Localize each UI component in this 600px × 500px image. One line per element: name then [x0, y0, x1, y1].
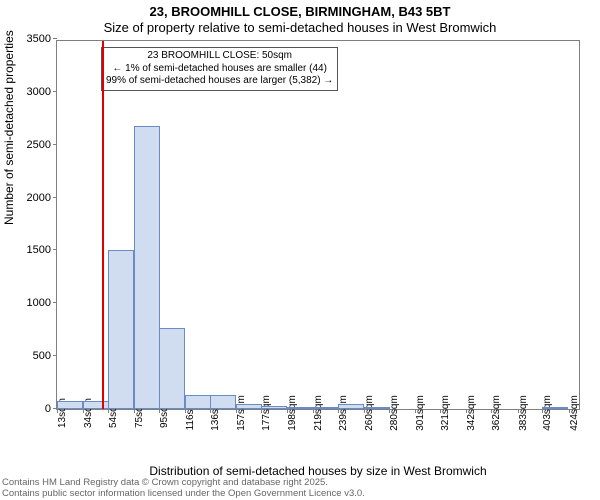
x-tick-mark — [466, 409, 467, 413]
histogram-bar — [313, 407, 339, 409]
property-marker-line — [102, 41, 104, 409]
y-tick-label: 1000 — [27, 297, 51, 309]
x-tick-label: 301sqm — [415, 395, 426, 431]
x-tick-mark — [542, 409, 543, 413]
y-tick-label: 3000 — [27, 86, 51, 98]
x-tick-label: 157sqm — [236, 395, 247, 431]
x-tick-mark — [185, 409, 186, 413]
y-tick-mark — [53, 355, 57, 356]
x-tick-label: 239sqm — [338, 395, 349, 431]
y-tick-mark — [53, 249, 57, 250]
x-tick-mark — [108, 409, 109, 413]
chart-title-sub: Size of property relative to semi-detach… — [0, 20, 600, 35]
y-axis-label: Number of semi-detached properties — [2, 30, 16, 225]
x-tick-mark — [338, 409, 339, 413]
x-tick-label: 403sqm — [542, 395, 553, 431]
y-tick-mark — [53, 144, 57, 145]
y-tick-label: 2000 — [27, 192, 51, 204]
y-tick-label: 500 — [33, 350, 51, 362]
histogram-bar — [236, 404, 262, 409]
y-tick-mark — [53, 302, 57, 303]
x-tick-label: 321sqm — [440, 395, 451, 431]
histogram-bar — [261, 406, 287, 409]
x-tick-mark — [313, 409, 314, 413]
x-tick-mark — [389, 409, 390, 413]
chart-container: 23, BROOMHILL CLOSE, BIRMINGHAM, B43 5BT… — [0, 0, 600, 500]
x-axis-label: Distribution of semi-detached houses by … — [56, 464, 580, 478]
x-tick-mark — [364, 409, 365, 413]
x-tick-mark — [491, 409, 492, 413]
histogram-bar — [364, 407, 390, 409]
x-tick-mark — [518, 409, 519, 413]
x-tick-mark — [57, 409, 58, 413]
annotation-line2: ← 1% of semi-detached houses are smaller… — [106, 63, 333, 76]
x-tick-mark — [415, 409, 416, 413]
annotation-line1: 23 BROOMHILL CLOSE: 50sqm — [106, 50, 333, 63]
x-tick-label: 219sqm — [313, 395, 324, 431]
x-tick-label: 280sqm — [389, 395, 400, 431]
histogram-bar — [83, 401, 109, 409]
footer-attribution: Contains HM Land Registry data © Crown c… — [2, 478, 365, 500]
x-tick-mark — [261, 409, 262, 413]
y-tick-mark — [53, 38, 57, 39]
chart-title-main: 23, BROOMHILL CLOSE, BIRMINGHAM, B43 5BT — [0, 4, 600, 19]
histogram-bar — [108, 250, 134, 409]
x-tick-mark — [287, 409, 288, 413]
y-tick-label: 0 — [45, 403, 51, 415]
annotation-box: 23 BROOMHILL CLOSE: 50sqm ← 1% of semi-d… — [101, 47, 338, 91]
histogram-bar — [338, 404, 364, 409]
x-tick-mark — [569, 409, 570, 413]
y-tick-label: 2500 — [27, 139, 51, 151]
histogram-bar — [287, 407, 313, 409]
title-block: 23, BROOMHILL CLOSE, BIRMINGHAM, B43 5BT… — [0, 0, 600, 35]
plot-area: 23 BROOMHILL CLOSE: 50sqm ← 1% of semi-d… — [56, 40, 580, 410]
y-tick-mark — [53, 91, 57, 92]
histogram-bar — [134, 126, 160, 409]
x-tick-mark — [440, 409, 441, 413]
histogram-bar — [159, 328, 185, 409]
annotation-line3: 99% of semi-detached houses are larger (… — [106, 75, 333, 88]
footer-line2: Contains public sector information licen… — [2, 489, 365, 500]
x-tick-label: 342sqm — [466, 395, 477, 431]
histogram-bar — [542, 407, 568, 409]
x-tick-label: 383sqm — [518, 395, 529, 431]
x-tick-label: 198sqm — [287, 395, 298, 431]
x-tick-mark — [134, 409, 135, 413]
x-tick-label: 362sqm — [491, 395, 502, 431]
histogram-bar — [57, 401, 83, 409]
y-tick-mark — [53, 197, 57, 198]
x-tick-mark — [236, 409, 237, 413]
histogram-bar — [185, 395, 211, 409]
x-tick-mark — [83, 409, 84, 413]
y-tick-label: 3500 — [27, 33, 51, 45]
x-tick-mark — [159, 409, 160, 413]
x-tick-mark — [210, 409, 211, 413]
histogram-bar — [210, 395, 236, 409]
x-tick-label: 177sqm — [261, 395, 272, 431]
x-tick-label: 260sqm — [364, 395, 375, 431]
y-tick-label: 1500 — [27, 244, 51, 256]
x-tick-label: 424sqm — [569, 395, 580, 431]
